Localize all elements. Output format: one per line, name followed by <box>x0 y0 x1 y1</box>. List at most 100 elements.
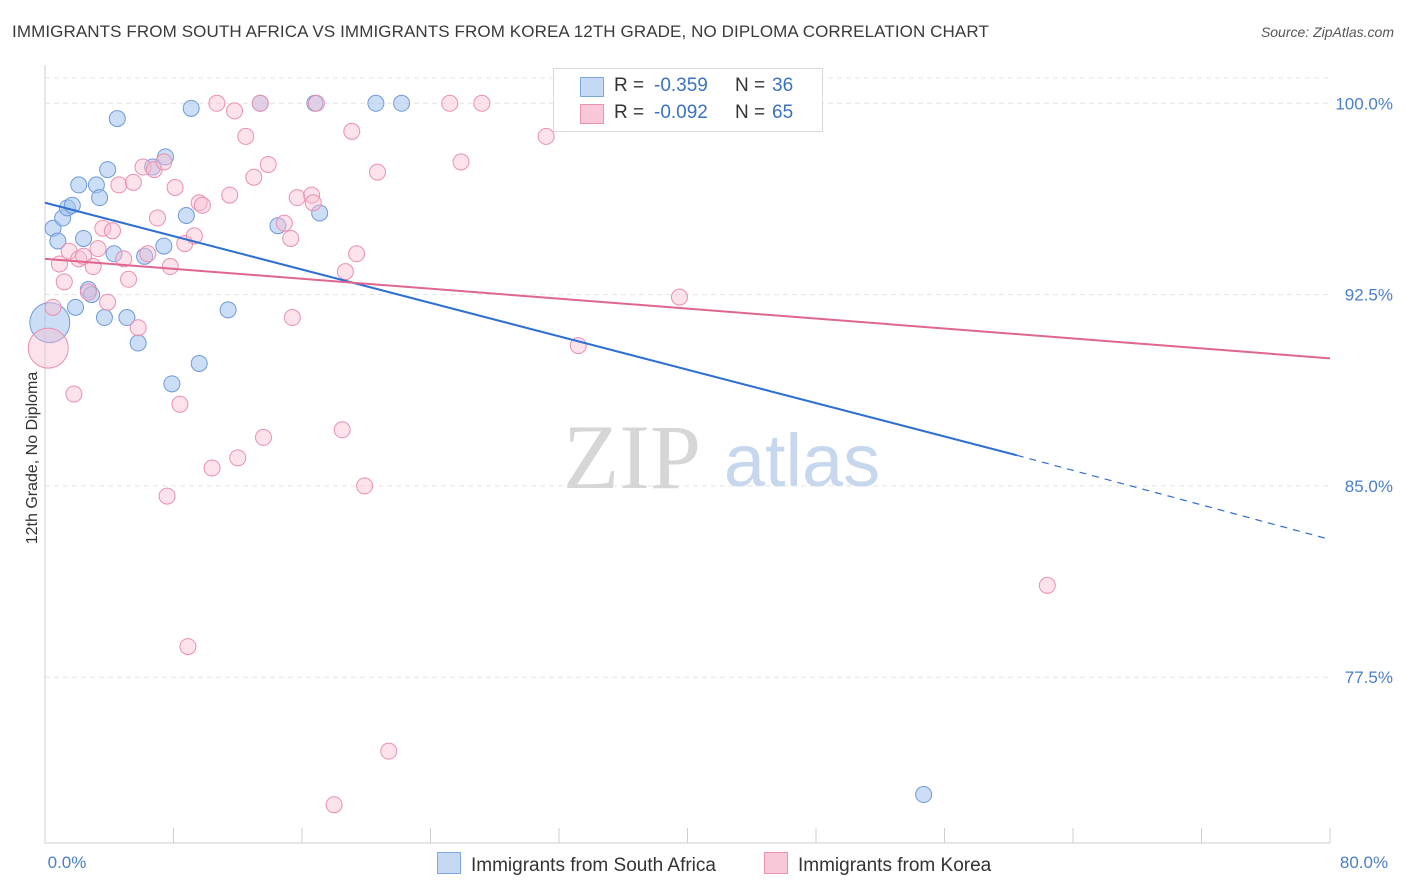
point-korea <box>304 194 322 212</box>
point-korea <box>288 189 306 207</box>
point-korea <box>203 459 221 477</box>
point-south-africa <box>136 247 154 265</box>
chart-title: IMMIGRANTS FROM SOUTH AFRICA VS IMMIGRAN… <box>12 22 989 41</box>
point-korea <box>343 122 361 140</box>
point-korea <box>237 127 255 145</box>
point-south-africa <box>144 158 162 176</box>
legend: R = -0.359 N = 36 R = -0.092 N = 65 <box>553 68 823 132</box>
point-korea <box>94 219 112 237</box>
point-korea <box>226 102 244 120</box>
point-korea <box>190 194 208 212</box>
legend-r-value: -0.359 <box>654 75 708 96</box>
point-korea <box>65 385 83 403</box>
point-south-africa <box>49 232 67 250</box>
point-south-africa <box>190 354 208 372</box>
legend-swatch-south-africa <box>580 77 604 97</box>
point-south-africa <box>393 94 411 112</box>
bottom-legend-label-south-africa: Immigrants from South Africa <box>471 855 716 876</box>
point-korea <box>139 245 157 263</box>
watermark-zip: ZIP <box>563 406 701 508</box>
legend-r-value: -0.092 <box>654 102 708 123</box>
legend-r-label: R = <box>614 102 645 123</box>
point-korea <box>115 250 133 268</box>
point-south-africa <box>83 286 101 304</box>
point-korea <box>84 258 102 276</box>
point-korea <box>259 155 277 173</box>
point-korea <box>368 163 386 181</box>
point-korea <box>148 209 166 227</box>
point-korea <box>70 250 88 268</box>
point-south-africa <box>108 110 126 128</box>
point-south-africa <box>163 375 181 393</box>
point-korea <box>254 428 272 446</box>
point-south-africa <box>91 189 109 207</box>
point-south-africa <box>75 229 93 247</box>
point-korea <box>336 263 354 281</box>
axes <box>44 65 1331 844</box>
point-korea <box>229 449 247 467</box>
watermark: ZIP atlas <box>563 406 880 508</box>
point-south-africa <box>99 161 117 179</box>
grid <box>45 77 1330 678</box>
watermark-atlas: atlas <box>724 419 880 502</box>
point-korea <box>55 273 73 291</box>
point-korea <box>251 94 269 112</box>
point-korea <box>124 173 142 191</box>
bottom-legend-south-africa: Immigrants from South Africa <box>437 852 716 877</box>
point-south-africa <box>129 334 147 352</box>
point-korea <box>179 638 197 656</box>
point-south-africa <box>367 94 385 112</box>
point-korea <box>307 94 325 112</box>
point-korea <box>282 229 300 247</box>
legend-swatch-korea <box>580 104 604 124</box>
legend-n-value: 65 <box>772 102 794 123</box>
point-korea <box>158 487 176 505</box>
point-korea <box>670 288 688 306</box>
point-korea <box>348 245 366 263</box>
point-south-africa <box>311 204 329 222</box>
point-korea <box>380 742 398 760</box>
y-tick-label: 77.5% <box>1345 668 1393 687</box>
point-south-africa <box>219 301 237 319</box>
point-korea <box>120 270 138 288</box>
point-south-africa <box>118 309 136 327</box>
y-tick-label: 92.5% <box>1345 286 1393 305</box>
point-korea <box>208 94 226 112</box>
point-korea <box>134 158 152 176</box>
point-korea <box>129 319 147 337</box>
legend-n-label: N = <box>735 102 766 123</box>
point-korea <box>537 127 555 145</box>
point-korea <box>1038 576 1056 594</box>
bottom-legend-label-korea: Immigrants from Korea <box>798 855 992 876</box>
point-korea <box>283 309 301 327</box>
point-south-africa <box>29 302 71 344</box>
point-korea <box>245 168 263 186</box>
point-korea <box>473 94 491 112</box>
point-korea <box>441 94 459 112</box>
data-points <box>27 94 1056 814</box>
y-axis-title: 12th Grade, No Diploma <box>24 372 41 545</box>
point-korea <box>333 421 351 439</box>
point-south-africa <box>70 176 88 194</box>
trend-line-korea <box>44 257 1331 360</box>
y-tick-label: 100.0% <box>1335 94 1393 113</box>
legend-r-label: R = <box>614 75 645 96</box>
y-tick-label: 85.0% <box>1345 477 1393 496</box>
point-south-africa <box>177 206 195 224</box>
trend-line-south-africa <box>44 201 1018 457</box>
trend-lines <box>44 201 1331 541</box>
point-korea <box>103 222 121 240</box>
point-korea <box>27 327 69 369</box>
point-korea <box>452 153 470 171</box>
bottom-legend-korea: Immigrants from Korea <box>764 852 991 877</box>
point-korea <box>325 796 343 814</box>
source-label: Source: ZipAtlas.com <box>1260 24 1394 40</box>
point-south-africa <box>105 245 123 263</box>
point-south-africa <box>67 298 85 316</box>
point-south-africa <box>95 309 113 327</box>
bottom-legend-swatch-south-africa <box>437 852 461 874</box>
legend-n-label: N = <box>735 75 766 96</box>
point-korea <box>356 477 374 495</box>
point-korea <box>275 214 293 232</box>
